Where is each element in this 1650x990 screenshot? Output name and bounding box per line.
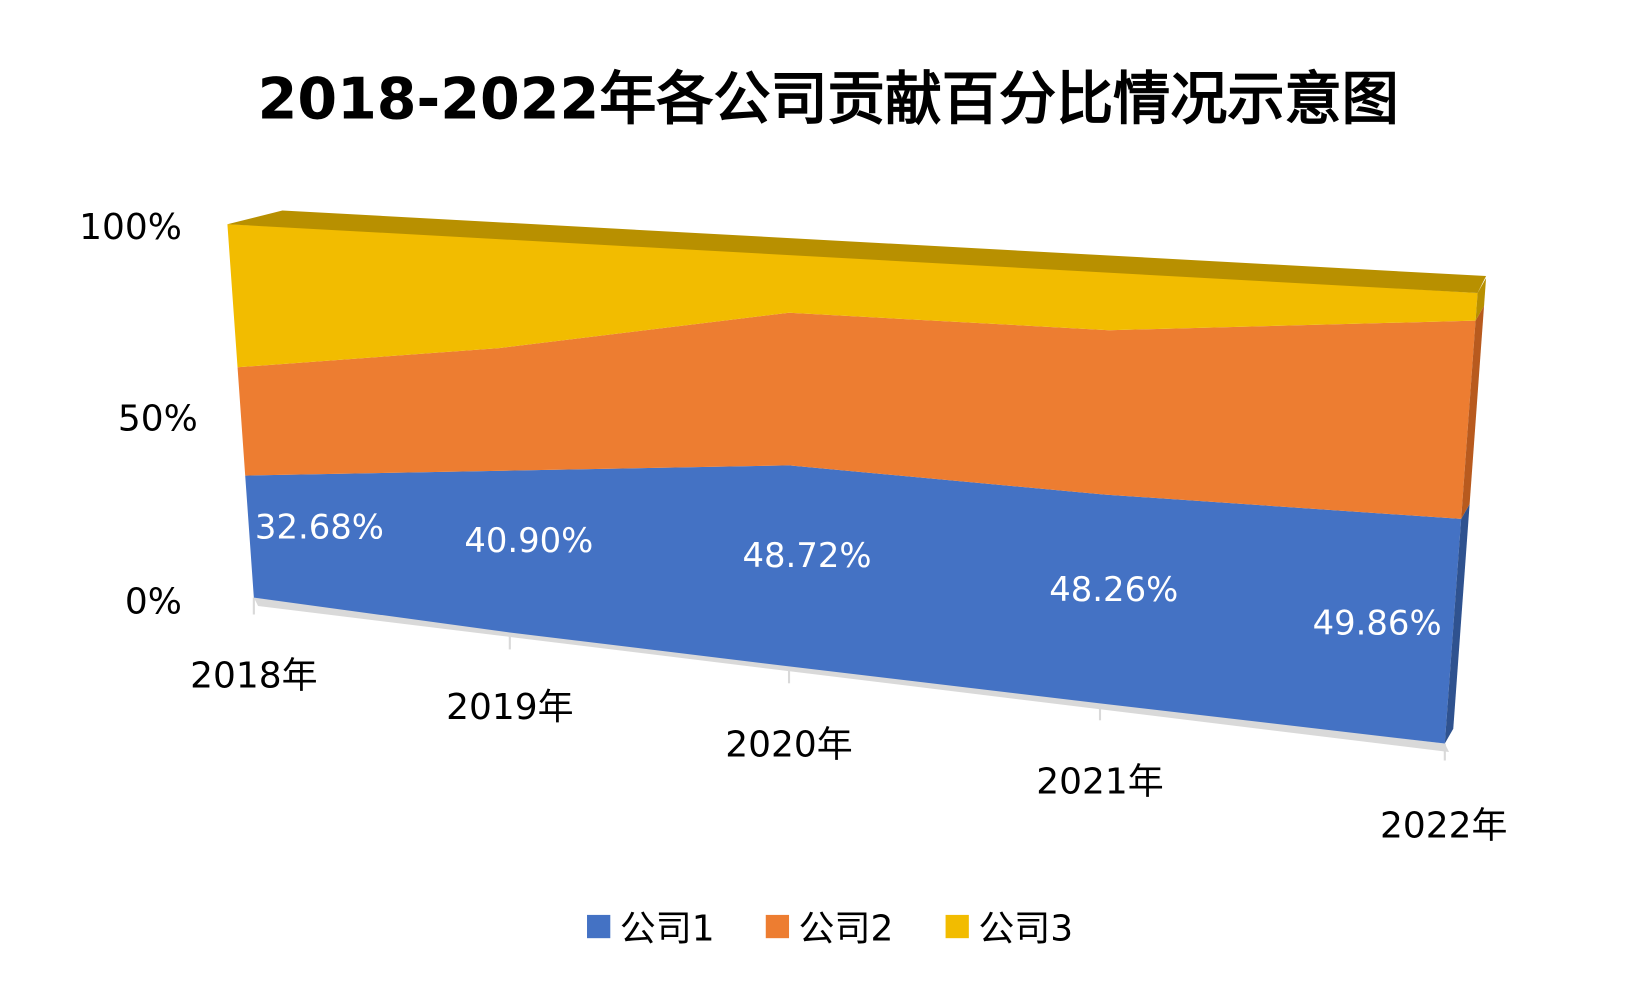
- legend-label: 公司2: [799, 908, 894, 949]
- top-face: [227, 210, 1487, 293]
- y-tick-label: 50%: [118, 398, 198, 439]
- side-face-公司2: [1461, 305, 1485, 519]
- area-公司2: [237, 312, 1476, 519]
- x-tick-label: 2022年: [1380, 806, 1507, 847]
- plot-area: [227, 210, 1487, 761]
- y-tick-label: 0%: [125, 581, 182, 622]
- area-公司1: [245, 465, 1462, 744]
- legend-swatch-3: [945, 914, 969, 939]
- legend-label: 公司3: [978, 908, 1073, 949]
- area-公司3: [227, 224, 1478, 368]
- y-tick-label: 100%: [79, 207, 182, 248]
- x-tick-label: 2018年: [190, 655, 317, 696]
- legend-swatch-2: [765, 914, 790, 939]
- side-face-公司1: [1444, 504, 1470, 744]
- x-tick-label: 2020年: [725, 724, 852, 765]
- x-tick-label: 2019年: [446, 687, 573, 728]
- side-face-公司3: [1475, 278, 1487, 321]
- legend-swatch-1: [587, 914, 611, 939]
- data-label: 48.72%: [743, 536, 872, 575]
- data-label: 49.86%: [1313, 604, 1442, 643]
- chart-title: 2018-2022年各公司贡献百分比情况示意图: [258, 66, 1399, 132]
- data-label: 32.68%: [255, 507, 384, 546]
- data-label: 40.90%: [464, 521, 593, 560]
- x-tick-label: 2021年: [1036, 761, 1163, 802]
- data-label: 48.26%: [1049, 570, 1178, 609]
- legend: 公司1 公司2 公司3: [587, 908, 1073, 949]
- legend-label: 公司1: [620, 908, 715, 949]
